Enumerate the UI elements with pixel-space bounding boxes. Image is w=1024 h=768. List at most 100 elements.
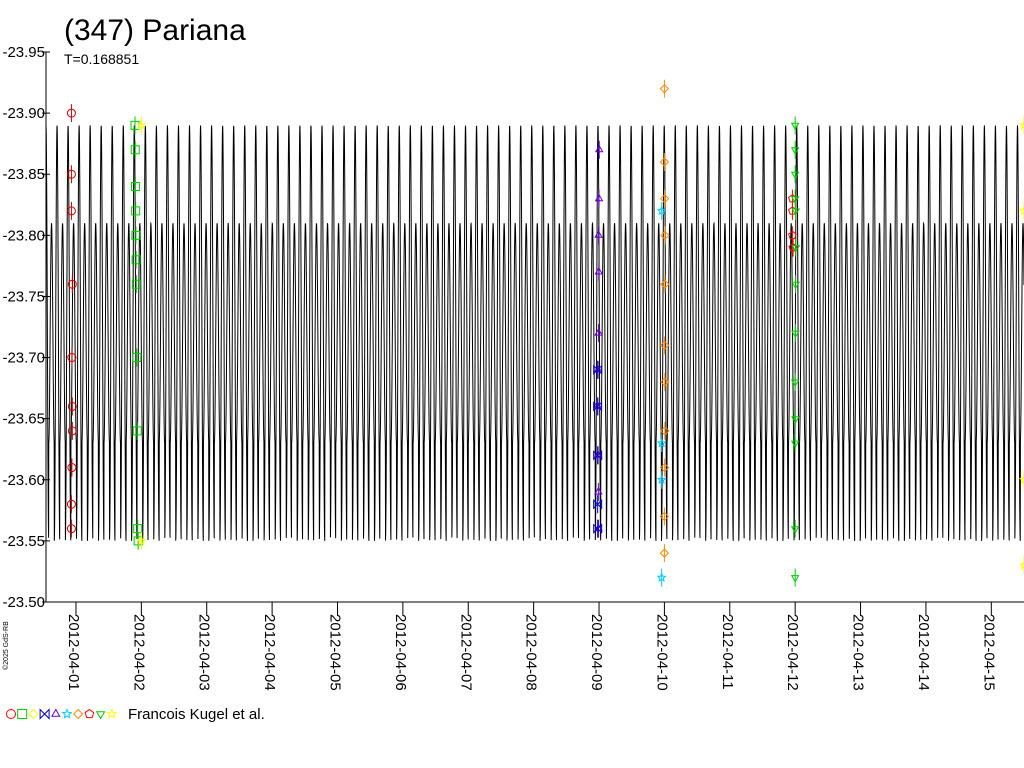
x-tick-label: 2012-04-05 — [326, 614, 343, 691]
data-point — [131, 206, 141, 216]
data-point — [659, 462, 670, 473]
data-point — [66, 524, 76, 534]
data-point — [130, 145, 140, 155]
chart-subtitle: T=0.168851 — [64, 51, 139, 67]
y-tick-label: -23.70 — [2, 350, 45, 367]
legend-symbol — [6, 709, 16, 719]
data-point — [593, 523, 603, 534]
series-2 — [136, 116, 1024, 575]
data-point — [790, 379, 800, 388]
data-point — [656, 205, 667, 216]
axes-layer: -23.95 -23.90 -23.85 -23.80 -23.75 -23.70 -23.… — [2, 44, 1024, 691]
data-point — [593, 450, 603, 461]
data-point — [594, 486, 603, 495]
data-point — [594, 193, 604, 202]
y-tick-label: -23.85 — [2, 166, 45, 183]
x-tick-label: 2012-04-04 — [261, 614, 278, 691]
data-point — [660, 426, 670, 436]
y-tick-label: -23.90 — [2, 105, 45, 122]
data-point — [66, 499, 76, 509]
data-point — [130, 181, 140, 191]
data-point — [659, 83, 670, 94]
data-point — [593, 499, 603, 510]
data-point — [790, 122, 800, 131]
x-tick-label: 2012-04-02 — [130, 614, 147, 691]
data-point — [67, 426, 77, 436]
data-point — [659, 340, 670, 351]
legend-symbol — [106, 708, 118, 719]
data-point — [136, 535, 147, 546]
legend-symbol — [61, 708, 73, 719]
data-point — [659, 157, 670, 167]
chart-title: (347) Pariana — [64, 14, 246, 47]
legend-credit: Francois Kugel et al. — [128, 706, 265, 723]
data-point — [660, 279, 670, 289]
y-tick-label: -23.95 — [2, 44, 45, 61]
data-point — [791, 208, 800, 216]
data-point — [790, 526, 800, 534]
data-point — [594, 328, 603, 336]
x-tick-label: 2012-04-08 — [523, 614, 540, 691]
data-point — [593, 401, 603, 412]
data-point — [790, 171, 800, 180]
legend-symbol — [39, 708, 50, 720]
model-curve-layer — [45, 124, 1024, 541]
data-point — [66, 206, 76, 216]
data-point — [791, 245, 801, 253]
data-point — [1018, 120, 1024, 130]
x-tick-label: 2012-04-10 — [653, 614, 670, 691]
data-point — [593, 364, 603, 375]
data-point — [132, 426, 142, 436]
data-point — [791, 330, 800, 339]
x-tick-label: 2012-04-14 — [915, 614, 932, 691]
data-point — [67, 279, 77, 289]
data-point — [659, 548, 670, 558]
data-point — [790, 147, 800, 155]
x-tick-label: 2012-04-15 — [980, 614, 997, 691]
data-point — [130, 120, 140, 130]
series-5 — [656, 201, 667, 587]
data-point — [659, 511, 670, 522]
data-point — [1018, 474, 1024, 485]
legend-symbols — [6, 708, 118, 720]
data-point — [67, 463, 77, 473]
data-point — [660, 377, 670, 387]
y-tick-label: -23.75 — [2, 288, 45, 305]
data-point — [131, 279, 141, 289]
data-point — [594, 230, 603, 238]
data-point — [67, 401, 77, 411]
legend-symbol — [28, 708, 39, 720]
data-point — [1018, 560, 1024, 570]
series-8 — [790, 116, 801, 587]
data-point — [659, 193, 670, 204]
data-point — [131, 255, 141, 265]
data-point — [594, 267, 604, 275]
x-tick-label: 2012-04-06 — [392, 614, 409, 691]
x-tick-label: 2012-04-03 — [196, 614, 213, 691]
legend-symbol — [84, 708, 95, 719]
data-point — [791, 416, 800, 424]
data-point — [656, 474, 667, 485]
data-point — [660, 230, 670, 241]
x-tick-label: 2012-04-01 — [65, 614, 82, 691]
y-tick-label: -23.55 — [2, 533, 45, 550]
data-point — [133, 536, 143, 546]
data-point — [656, 572, 667, 582]
series-1 — [130, 116, 143, 550]
data-point — [594, 144, 604, 153]
legend: Francois Kugel et al. — [6, 706, 265, 723]
series-6 — [659, 79, 670, 563]
data-point — [132, 353, 142, 363]
data-point — [790, 196, 800, 204]
y-tick-label: -23.50 — [2, 594, 45, 611]
x-tick-label: 2012-04-07 — [457, 614, 474, 691]
observation-points-layer — [66, 79, 1024, 587]
data-point — [66, 108, 76, 118]
series-4 — [593, 360, 603, 538]
legend-symbol — [72, 708, 84, 720]
legend-symbol — [51, 708, 61, 717]
legend-symbol — [17, 709, 28, 719]
x-tick-label: 2012-04-09 — [588, 614, 605, 691]
data-point — [790, 440, 800, 449]
